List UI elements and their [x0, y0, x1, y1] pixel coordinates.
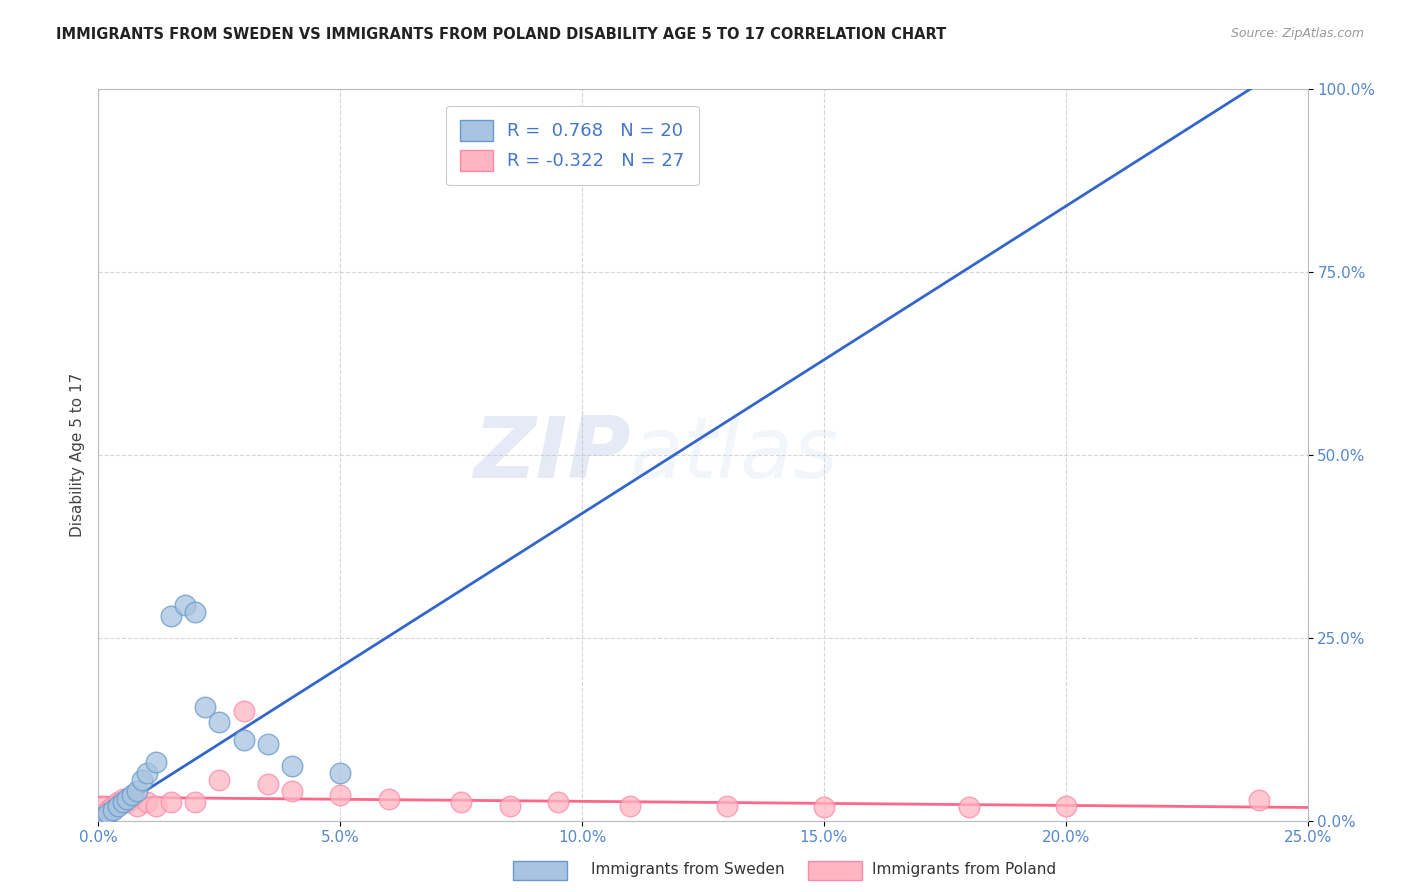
Point — [377, 791, 399, 805]
Point — [1249, 793, 1271, 807]
Point — [117, 796, 139, 810]
Point — [131, 773, 153, 788]
Point — [160, 608, 183, 623]
Point — [232, 704, 254, 718]
Point — [716, 799, 738, 814]
Point — [101, 799, 124, 814]
Point — [619, 799, 641, 814]
Point — [111, 796, 134, 810]
Text: Immigrants from Sweden: Immigrants from Sweden — [591, 863, 785, 877]
Point — [107, 796, 129, 810]
Point — [97, 803, 120, 817]
Y-axis label: Disability Age 5 to 17: Disability Age 5 to 17 — [69, 373, 84, 537]
Point — [547, 796, 569, 810]
Text: Immigrants from Poland: Immigrants from Poland — [872, 863, 1056, 877]
Point — [121, 791, 143, 805]
Point — [91, 810, 114, 824]
Point — [145, 799, 167, 814]
Point — [813, 800, 835, 814]
Point — [135, 766, 157, 780]
Point — [91, 799, 114, 814]
Point — [208, 714, 231, 729]
Point — [127, 784, 149, 798]
Point — [107, 799, 129, 814]
Text: IMMIGRANTS FROM SWEDEN VS IMMIGRANTS FROM POLAND DISABILITY AGE 5 TO 17 CORRELAT: IMMIGRANTS FROM SWEDEN VS IMMIGRANTS FRO… — [56, 27, 946, 42]
Point — [194, 700, 217, 714]
Point — [1054, 799, 1077, 814]
Point — [329, 766, 352, 780]
Point — [97, 806, 120, 821]
Point — [208, 773, 231, 788]
Text: ZIP: ZIP — [472, 413, 630, 497]
Point — [145, 755, 167, 769]
Legend: R =  0.768   N = 20, R = -0.322   N = 27: R = 0.768 N = 20, R = -0.322 N = 27 — [446, 105, 699, 186]
Point — [184, 796, 207, 810]
Point — [232, 733, 254, 747]
Point — [121, 788, 143, 802]
Point — [117, 791, 139, 805]
Text: atlas: atlas — [630, 413, 838, 497]
Point — [329, 788, 352, 802]
Point — [160, 796, 183, 810]
Point — [184, 605, 207, 619]
Point — [256, 737, 278, 751]
Point — [281, 784, 304, 798]
Point — [450, 796, 472, 810]
Point — [127, 799, 149, 814]
Text: Source: ZipAtlas.com: Source: ZipAtlas.com — [1230, 27, 1364, 40]
Point — [498, 799, 520, 814]
Point — [135, 796, 157, 810]
Point — [256, 777, 278, 791]
Point — [174, 598, 197, 612]
Point — [111, 791, 134, 805]
Point — [281, 758, 304, 772]
Point — [957, 800, 980, 814]
Point — [101, 803, 124, 817]
